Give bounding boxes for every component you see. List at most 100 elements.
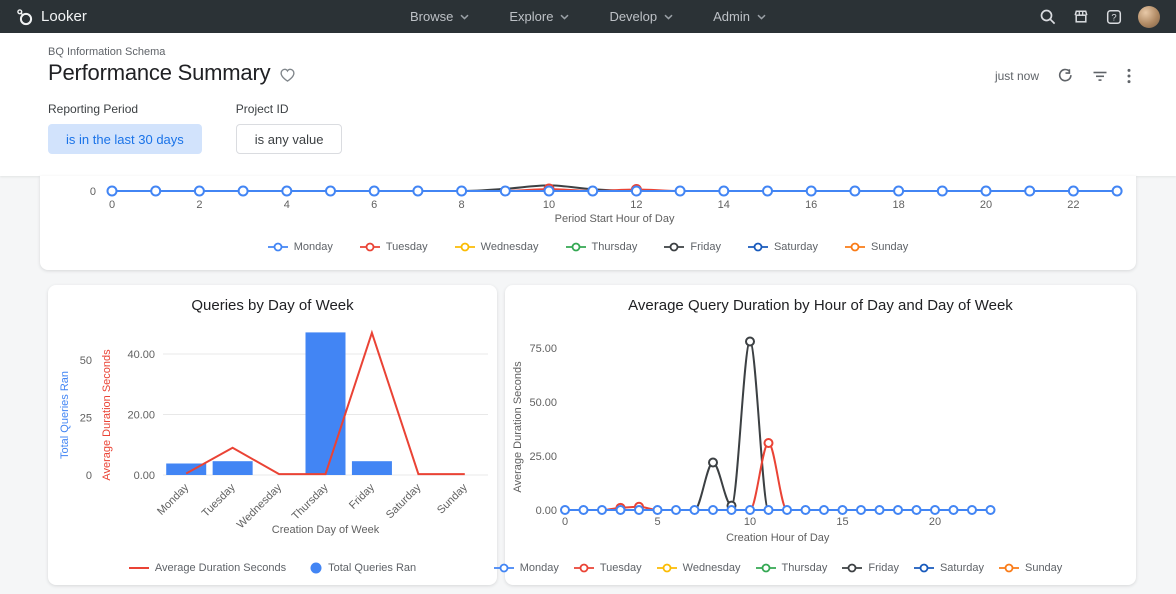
legend-label: Sunday bbox=[1024, 562, 1063, 574]
point-monday-1[interactable] bbox=[578, 505, 589, 515]
svg-text:8: 8 bbox=[459, 199, 465, 211]
user-avatar[interactable] bbox=[1138, 5, 1160, 28]
reporting-period-chip[interactable]: is in the last 30 days bbox=[48, 124, 202, 154]
legend-item-tuesday[interactable]: Tuesday bbox=[573, 562, 642, 574]
looker-brand[interactable]: Looker bbox=[16, 8, 87, 26]
point-monday-14[interactable] bbox=[819, 505, 829, 515]
point-monday-21[interactable] bbox=[1024, 185, 1036, 197]
legend-item-saturday[interactable]: Saturday bbox=[913, 562, 984, 574]
point-monday-18[interactable] bbox=[893, 185, 905, 197]
point-monday-3[interactable] bbox=[615, 505, 626, 515]
legend-item-thursday[interactable]: Thursday bbox=[755, 562, 827, 574]
point-monday-6[interactable] bbox=[671, 505, 681, 515]
point-friday-8[interactable] bbox=[708, 457, 718, 468]
point-friday-10[interactable] bbox=[745, 336, 755, 347]
svg-text:6: 6 bbox=[371, 199, 377, 211]
legend-item-friday[interactable]: Friday bbox=[842, 562, 899, 574]
legend-item-thursday[interactable]: Thursday bbox=[565, 241, 638, 253]
point-monday-5[interactable] bbox=[325, 185, 336, 197]
point-monday-18[interactable] bbox=[893, 505, 903, 515]
bar-tuesday[interactable] bbox=[212, 461, 253, 475]
legend-item-monday[interactable]: Monday bbox=[267, 241, 333, 253]
point-monday-22[interactable] bbox=[1067, 185, 1079, 197]
point-monday-12[interactable] bbox=[630, 185, 642, 197]
point-monday-20[interactable] bbox=[980, 185, 992, 197]
nav-item-explore[interactable]: Explore bbox=[509, 9, 569, 24]
refresh-icon[interactable] bbox=[1056, 67, 1074, 85]
search-icon[interactable] bbox=[1039, 8, 1057, 26]
legend-item-friday[interactable]: Friday bbox=[664, 241, 721, 253]
legend-item-total-queries-ran[interactable]: Total Queries Ran bbox=[310, 562, 416, 574]
legend-item-wednesday[interactable]: Wednesday bbox=[454, 241, 539, 253]
point-monday-15[interactable] bbox=[837, 505, 848, 515]
legend-item-wednesday[interactable]: Wednesday bbox=[656, 562, 741, 574]
legend-item-tuesday[interactable]: Tuesday bbox=[359, 241, 428, 253]
point-monday-8[interactable] bbox=[708, 505, 718, 515]
point-monday-17[interactable] bbox=[874, 505, 885, 515]
point-monday-10[interactable] bbox=[543, 185, 555, 197]
legend-item-sunday[interactable]: Sunday bbox=[998, 562, 1063, 574]
project-id-chip[interactable]: is any value bbox=[235, 124, 343, 154]
svg-text:Creation Day of Week: Creation Day of Week bbox=[272, 524, 380, 536]
point-monday-5[interactable] bbox=[652, 505, 663, 515]
help-icon[interactable]: ? bbox=[1105, 8, 1123, 26]
point-monday-16[interactable] bbox=[805, 185, 817, 197]
legend-label: Monday bbox=[519, 562, 559, 574]
point-monday-2[interactable] bbox=[193, 185, 205, 197]
svg-text:Tuesday: Tuesday bbox=[200, 481, 238, 519]
bar-monday[interactable] bbox=[166, 463, 207, 476]
legend-item-monday[interactable]: Monday bbox=[493, 562, 559, 574]
legend-item-sunday[interactable]: Sunday bbox=[844, 241, 908, 253]
favorite-heart-icon[interactable] bbox=[279, 67, 296, 83]
point-monday-0[interactable] bbox=[106, 185, 118, 197]
legend-label: Thursday bbox=[591, 241, 638, 253]
point-monday-9[interactable] bbox=[499, 185, 511, 197]
nav-item-admin[interactable]: Admin bbox=[713, 9, 766, 24]
point-monday-4[interactable] bbox=[634, 505, 644, 515]
point-monday-20[interactable] bbox=[930, 505, 940, 515]
marketplace-icon[interactable] bbox=[1072, 8, 1090, 26]
point-monday-9[interactable] bbox=[726, 505, 737, 515]
last-updated-text: just now bbox=[994, 69, 1039, 83]
point-monday-7[interactable] bbox=[412, 185, 424, 197]
legend-label: Monday bbox=[293, 241, 333, 253]
filter-icon[interactable] bbox=[1091, 67, 1109, 85]
point-monday-6[interactable] bbox=[368, 185, 380, 197]
point-monday-19[interactable] bbox=[911, 505, 922, 515]
nav-label-admin: Admin bbox=[713, 9, 750, 24]
point-tuesday-11[interactable] bbox=[763, 438, 774, 449]
bar-friday[interactable] bbox=[351, 461, 392, 475]
point-monday-21[interactable] bbox=[948, 505, 959, 515]
point-monday-1[interactable] bbox=[150, 185, 162, 197]
point-monday-15[interactable] bbox=[762, 185, 773, 197]
point-monday-11[interactable] bbox=[587, 185, 599, 197]
nav-item-develop[interactable]: Develop bbox=[609, 9, 673, 24]
point-monday-22[interactable] bbox=[967, 505, 977, 515]
point-monday-12[interactable] bbox=[782, 505, 792, 515]
point-monday-7[interactable] bbox=[689, 505, 700, 515]
point-monday-3[interactable] bbox=[237, 185, 249, 197]
point-monday-14[interactable] bbox=[718, 185, 730, 197]
filter-label: Reporting Period bbox=[48, 102, 139, 116]
legend-item-average-duration-seconds[interactable]: Average Duration Seconds bbox=[128, 562, 286, 574]
point-monday-8[interactable] bbox=[456, 185, 468, 197]
point-monday-23[interactable] bbox=[1111, 185, 1123, 197]
point-monday-2[interactable] bbox=[597, 505, 607, 515]
point-monday-17[interactable] bbox=[849, 185, 861, 197]
point-monday-11[interactable] bbox=[763, 505, 774, 515]
chevron-down-icon bbox=[560, 14, 569, 20]
more-options-kebab-icon[interactable] bbox=[1126, 67, 1132, 85]
point-monday-16[interactable] bbox=[856, 505, 866, 515]
point-monday-13[interactable] bbox=[800, 505, 811, 515]
point-monday-13[interactable] bbox=[674, 185, 686, 197]
point-monday-23[interactable] bbox=[985, 505, 996, 515]
point-monday-0[interactable] bbox=[560, 505, 570, 515]
point-monday-4[interactable] bbox=[281, 185, 293, 197]
nav-item-browse[interactable]: Browse bbox=[410, 9, 469, 24]
bar-thursday[interactable] bbox=[305, 332, 346, 475]
legend-item-saturday[interactable]: Saturday bbox=[747, 241, 818, 253]
page-title: Performance Summary bbox=[48, 60, 271, 85]
point-monday-10[interactable] bbox=[745, 505, 755, 515]
breadcrumb[interactable]: BQ Information Schema bbox=[48, 46, 166, 58]
point-monday-19[interactable] bbox=[936, 185, 948, 197]
